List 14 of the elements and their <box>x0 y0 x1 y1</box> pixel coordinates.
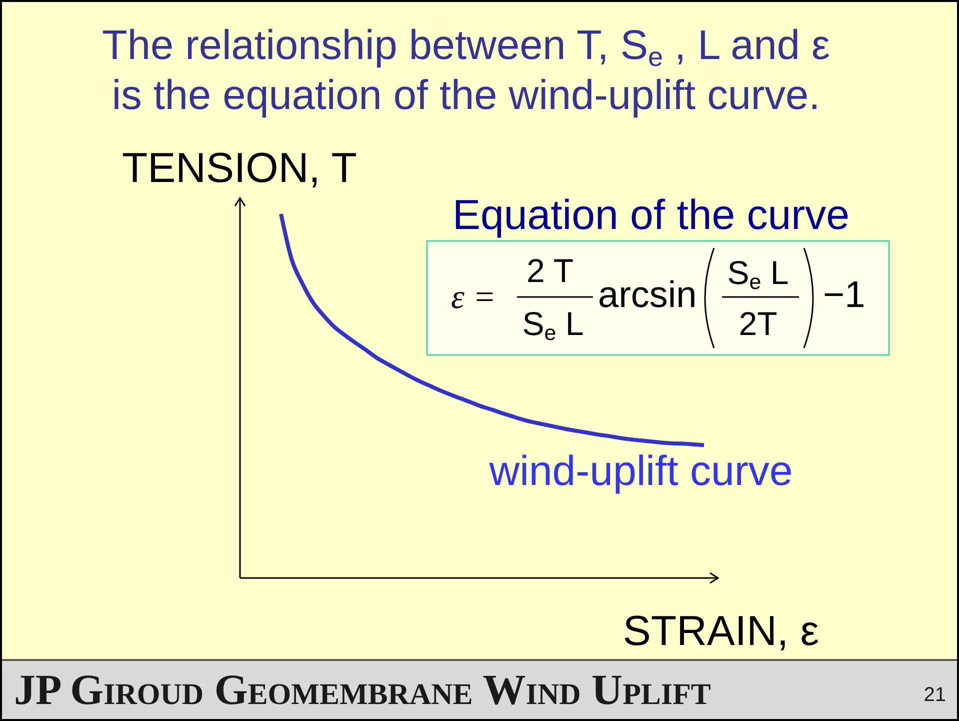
annotation: arcsin <box>598 274 697 315</box>
text: 21 <box>924 684 946 706</box>
series-label: wind-uplift curve <box>488 447 793 494</box>
annotation: 2 T <box>526 252 574 289</box>
text: 2T <box>738 305 778 342</box>
y-axis-title: TENSION, T <box>122 144 357 191</box>
x-axis-title: STRAIN, ε <box>622 607 819 654</box>
chart-title: The relationship between T, S$_{e}$ , L and ε is the equation of the wind-uplift curve. <box>102 21 830 118</box>
annotation: ε = <box>451 279 496 316</box>
annotation: S$_{e}$ L <box>522 305 584 346</box>
text: S$_{e}$ L <box>727 254 789 294</box>
text: JP Giroud Geomembrane Wind Uplift <box>14 667 711 714</box>
text: −1 <box>823 274 866 315</box>
annotation: Equation of the curve <box>452 191 850 238</box>
